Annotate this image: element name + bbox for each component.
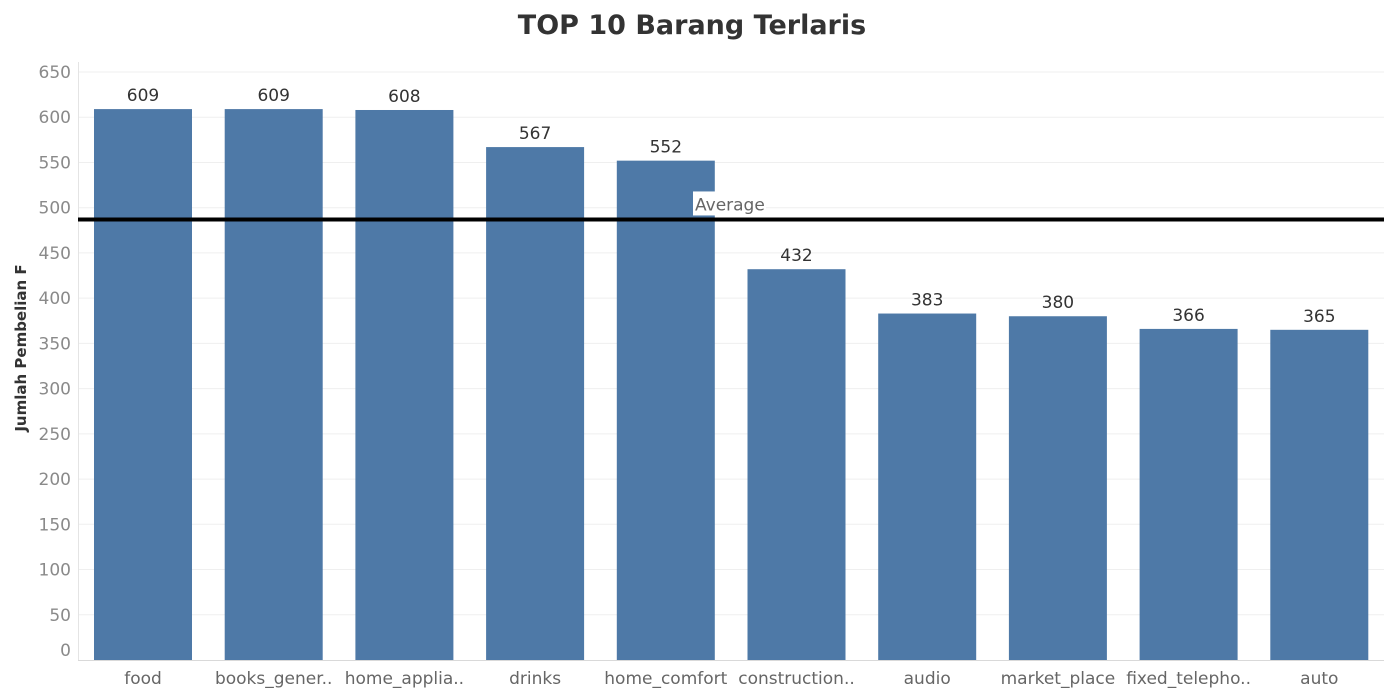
data-label: 383 [911, 291, 943, 311]
y-tick-label: 100 [39, 561, 71, 581]
x-category-label: drinks [509, 669, 561, 689]
y-tick-label: 550 [39, 153, 71, 173]
data-label: 552 [650, 138, 682, 158]
x-category-label: fixed_telepho.. [1126, 669, 1251, 689]
data-label: 608 [388, 87, 420, 107]
data-label: 609 [257, 86, 289, 106]
data-label: 366 [1172, 306, 1204, 326]
bar-9[interactable] [1270, 329, 1369, 660]
y-axis-label: Jumlah Pembelian F [12, 264, 30, 432]
y-tick-label: 0 [60, 641, 71, 661]
y-tick-label: 150 [39, 515, 71, 535]
y-tick-label: 250 [39, 425, 71, 445]
data-labels: 609 609 608 567 552 432 383 380 366 365 [127, 86, 1336, 327]
x-category-label: market_place [1001, 669, 1116, 689]
data-label: 365 [1303, 307, 1335, 327]
y-tick-label: 350 [39, 334, 71, 354]
x-category-label: food [124, 669, 162, 689]
bar-1[interactable] [224, 109, 323, 660]
bars [94, 109, 1369, 661]
y-tick-label: 50 [49, 606, 71, 626]
chart-title: TOP 10 Barang Terlaris [517, 10, 867, 41]
x-category-label: audio [904, 669, 951, 689]
x-category-label: auto [1300, 669, 1338, 689]
bar-3[interactable] [486, 147, 585, 661]
bar-4[interactable] [616, 160, 715, 660]
x-category-label: books_gener.. [215, 669, 333, 689]
data-label: 380 [1042, 293, 1074, 313]
y-tick-label: 600 [39, 108, 71, 128]
x-category-label: home_applia.. [345, 669, 464, 689]
axes: 0 50 100 150 200 250 300 350 400 450 500 550 600 650 J… [12, 62, 1384, 689]
y-tick-label: 500 [39, 199, 71, 219]
bar-2[interactable] [355, 109, 454, 661]
data-label: 567 [519, 124, 551, 144]
bar-8[interactable] [1139, 328, 1238, 660]
bar-6[interactable] [878, 313, 977, 660]
bar-5[interactable] [747, 269, 846, 660]
average-label: Average [695, 195, 765, 215]
y-tick-label: 450 [39, 244, 71, 264]
bar-7[interactable] [1008, 316, 1107, 660]
average-label-background [693, 191, 766, 216]
bar-0[interactable] [94, 109, 192, 660]
y-tick-label: 650 [39, 63, 71, 83]
y-tick-label: 300 [39, 380, 71, 400]
y-tick-label: 200 [39, 470, 71, 490]
x-category-label: home_comfort [604, 669, 727, 689]
data-label: 432 [780, 246, 812, 266]
data-label: 609 [127, 86, 159, 106]
average-line-group: Average [78, 191, 1384, 222]
x-category-label: construction.. [738, 669, 855, 689]
y-tick-label: 400 [39, 289, 71, 309]
